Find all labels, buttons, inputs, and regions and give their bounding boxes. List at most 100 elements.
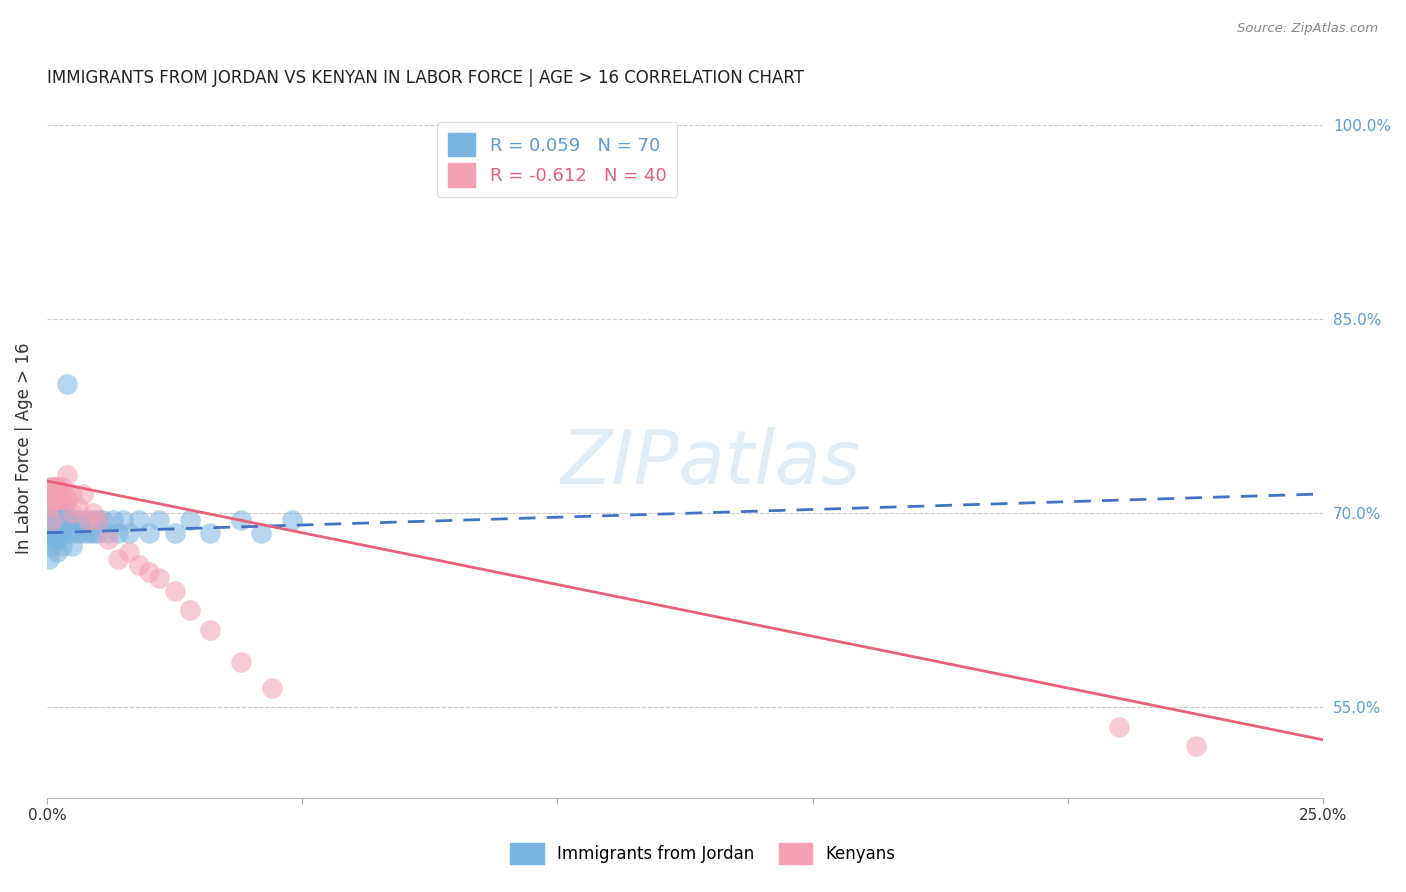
Point [42, 493, 65, 508]
Point [46, 493, 69, 508]
Point [46, 545, 69, 559]
Point [39, 487, 62, 501]
Point [163, 525, 186, 540]
Point [66, 513, 89, 527]
Point [72, 487, 94, 501]
Point [59, 513, 82, 527]
Point [46, 513, 69, 527]
Point [51, 525, 73, 540]
Point [103, 513, 125, 527]
Point [62, 525, 84, 540]
Point [87, 513, 110, 527]
Point [148, 513, 170, 527]
Point [53, 500, 76, 514]
Point [229, 655, 252, 669]
Point [56, 467, 79, 482]
Point [39, 525, 62, 540]
Point [66, 500, 89, 514]
Point [51, 493, 73, 508]
Point [37, 513, 59, 527]
Point [1184, 739, 1206, 754]
Point [55, 513, 77, 527]
Point [42, 480, 65, 494]
Point [41, 487, 63, 501]
Point [51, 506, 73, 520]
Text: ZIPatlas: ZIPatlas [561, 426, 860, 499]
Point [44, 493, 66, 508]
Point [179, 603, 201, 617]
Point [56, 493, 79, 508]
Point [62, 506, 84, 520]
Point [76, 525, 98, 540]
Point [39, 506, 62, 520]
Point [260, 681, 283, 695]
Point [51, 480, 73, 494]
Point [53, 513, 76, 527]
Point [76, 513, 98, 527]
Legend: Immigrants from Jordan, Kenyans: Immigrants from Jordan, Kenyans [503, 837, 903, 871]
Point [45, 506, 67, 520]
Point [82, 525, 104, 540]
Point [46, 493, 69, 508]
Point [44, 513, 66, 527]
Point [179, 513, 201, 527]
Point [39, 506, 62, 520]
Point [250, 525, 273, 540]
Legend: R = 0.059   N = 70, R = -0.612   N = 40: R = 0.059 N = 70, R = -0.612 N = 40 [437, 122, 678, 197]
Point [46, 480, 69, 494]
Point [91, 513, 114, 527]
Point [38, 551, 60, 566]
Point [72, 525, 94, 540]
Text: IMMIGRANTS FROM JORDAN VS KENYAN IN LABOR FORCE | AGE > 16 CORRELATION CHART: IMMIGRANTS FROM JORDAN VS KENYAN IN LABO… [46, 69, 804, 87]
Point [82, 506, 104, 520]
Point [48, 487, 70, 501]
Point [128, 558, 150, 573]
Point [117, 525, 139, 540]
Point [58, 525, 80, 540]
Point [42, 506, 65, 520]
Point [41, 480, 63, 494]
Point [49, 525, 72, 540]
Point [44, 533, 66, 547]
Point [46, 533, 69, 547]
Point [97, 525, 120, 540]
Point [46, 513, 69, 527]
Point [56, 513, 79, 527]
Point [112, 513, 135, 527]
Point [200, 525, 222, 540]
Point [52, 506, 75, 520]
Point [51, 513, 73, 527]
Point [62, 487, 84, 501]
Point [45, 533, 67, 547]
Point [48, 513, 70, 527]
Point [41, 539, 63, 553]
Point [128, 513, 150, 527]
Point [138, 565, 160, 579]
Point [53, 487, 76, 501]
Point [148, 571, 170, 585]
Point [39, 513, 62, 527]
Point [38, 493, 60, 508]
Point [117, 545, 139, 559]
Point [1108, 720, 1130, 734]
Y-axis label: In Labor Force | Age > 16: In Labor Force | Age > 16 [15, 343, 32, 554]
Point [41, 525, 63, 540]
Point [46, 487, 69, 501]
Point [41, 513, 63, 527]
Point [51, 539, 73, 553]
Point [87, 525, 110, 540]
Point [107, 551, 129, 566]
Point [45, 480, 67, 494]
Point [44, 525, 66, 540]
Point [42, 513, 65, 527]
Point [200, 623, 222, 637]
Point [72, 513, 94, 527]
Point [163, 584, 186, 599]
Point [42, 487, 65, 501]
Point [138, 525, 160, 540]
Point [66, 525, 89, 540]
Point [87, 513, 110, 527]
Point [76, 513, 98, 527]
Point [39, 480, 62, 494]
Text: Source: ZipAtlas.com: Source: ZipAtlas.com [1237, 22, 1378, 36]
